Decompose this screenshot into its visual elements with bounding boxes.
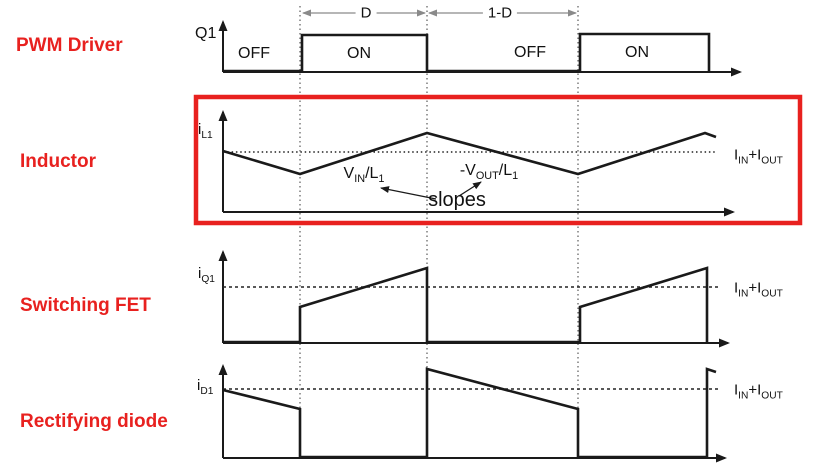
duty-on-label: D (355, 5, 377, 21)
pwm-state-on-2: ON (625, 44, 649, 61)
inductor-slope-on-label: VIN/L1 (343, 165, 385, 186)
pwm-state-off-2: OFF (514, 44, 546, 61)
pwm-state-on-1: ON (347, 45, 371, 62)
row-label-pwm-driver: PWM Driver (16, 35, 123, 56)
fet-waveform (223, 266, 709, 344)
diode-axis-label-base: i (197, 377, 201, 394)
pwm-state-off-1: OFF (238, 45, 270, 62)
row-label-rectifying-diode: Rectifying diode (20, 411, 168, 432)
fet-plot (218, 250, 730, 348)
diode-waveform (222, 367, 717, 459)
slopes-caption: slopes (428, 189, 486, 211)
pwm-axis-label: Q1 (195, 25, 217, 42)
inductor-axis-label-sub: L1 (201, 130, 213, 141)
slope-pointer-on (380, 186, 437, 200)
diode-plot (218, 364, 727, 463)
slope-pointer-off (458, 181, 482, 197)
inductor-average-current-label: IIN+IOUT (734, 146, 783, 167)
diode-axis-label-sub: D1 (200, 386, 214, 397)
inductor-axis-label: iL1 (198, 121, 213, 141)
pwm-waveform (223, 32, 711, 73)
inductor-axis-label-base: i (198, 121, 202, 138)
fet-axis-label-sub: Q1 (201, 274, 215, 285)
row-label-inductor: Inductor (20, 151, 96, 172)
inductor-waveform (222, 131, 717, 176)
pwm-plot (218, 9, 742, 77)
inductor-plot (193, 94, 803, 226)
fet-average-current-label: IIN+IOUT (734, 279, 783, 300)
row-label-switching-fet: Switching FET (20, 295, 151, 316)
inductor-slope-off-label: -VOUT/L1 (459, 162, 519, 183)
fet-axis-label: iQ1 (198, 265, 215, 285)
timing-gridlines (299, 6, 579, 458)
diode-average-current-label: IIN+IOUT (734, 381, 783, 402)
duty-off-label: 1-D (482, 5, 518, 21)
fet-axis-label-base: i (198, 265, 202, 282)
inductor-highlight-box (193, 94, 803, 226)
diode-axis-label: iD1 (197, 377, 213, 397)
